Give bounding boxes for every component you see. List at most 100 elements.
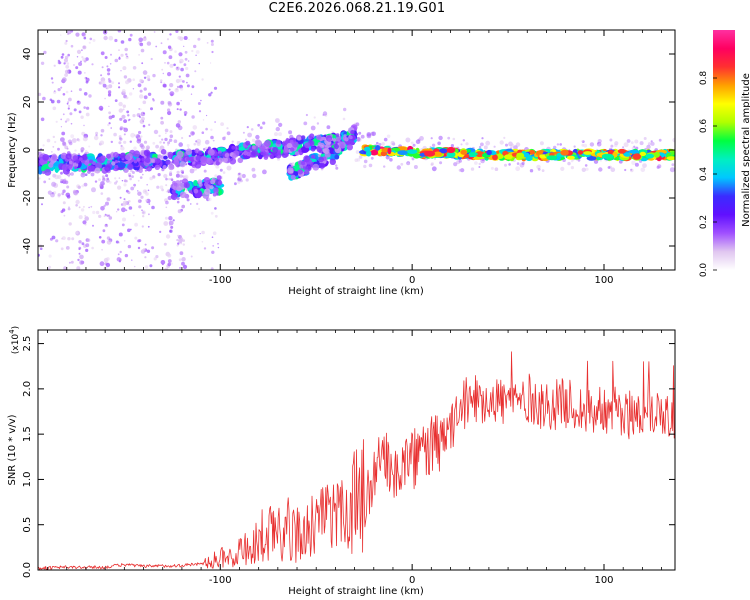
signal-edge [151, 159, 155, 163]
halo-speck [541, 169, 545, 173]
noise-speck [84, 214, 87, 217]
signal-edge [209, 159, 214, 164]
halo-speck [458, 168, 462, 172]
halo-speck [316, 122, 320, 125]
halo-speck [342, 117, 346, 121]
noise-speck [128, 174, 132, 178]
signal-edge [207, 148, 215, 156]
noise-speck [169, 134, 174, 139]
noise-speck [64, 120, 68, 123]
halo-speck [245, 178, 249, 182]
noise-speck [42, 96, 46, 101]
noise-speck [132, 114, 136, 118]
signal-edge [106, 153, 111, 159]
noise-speck [80, 60, 82, 63]
signal-edge [143, 149, 151, 157]
halo-speck [114, 177, 117, 180]
halo-speck [60, 178, 64, 183]
signal-edge [133, 150, 141, 158]
halo-speck [481, 137, 484, 140]
noise-speck [190, 203, 192, 205]
signal-blob [407, 149, 418, 155]
noise-speck [71, 237, 75, 241]
noise-speck [145, 199, 148, 202]
noise-speck [185, 73, 190, 78]
halo-speck [322, 111, 328, 116]
noise-speck [157, 173, 161, 177]
noise-speck [52, 135, 55, 139]
noise-speck [177, 234, 180, 237]
noise-speck [150, 57, 153, 61]
noise-speck [116, 211, 118, 213]
halo-speck [646, 144, 651, 150]
halo-speck [210, 128, 213, 131]
halo-speck [167, 143, 170, 146]
halo-speck [326, 125, 331, 130]
signal-edge [207, 146, 211, 150]
noise-speck [80, 208, 85, 212]
halo-speck [438, 135, 443, 141]
noise-speck [168, 220, 174, 226]
noise-speck [155, 45, 158, 48]
noise-speck [48, 265, 52, 269]
noise-speck [83, 92, 88, 96]
noise-speck [75, 66, 79, 70]
noise-speck [203, 247, 207, 250]
signal-edge [237, 157, 244, 164]
noise-speck [63, 62, 66, 65]
signal-edge [173, 159, 180, 166]
halo-speck [131, 171, 135, 174]
noise-speck [159, 230, 162, 233]
colorbar-tick-label: 0.6 [699, 119, 709, 134]
noise-speck [117, 253, 120, 256]
noise-speck [168, 55, 173, 60]
halo-speck [153, 129, 159, 135]
signal-blob [193, 180, 198, 187]
signal-blob [412, 153, 421, 159]
halo-speck [164, 137, 168, 142]
noise-speck [177, 242, 180, 245]
noise-speck [101, 239, 106, 244]
noise-speck [163, 221, 169, 226]
signal-blob [387, 147, 392, 155]
halo-speck [465, 142, 469, 146]
noise-speck [78, 248, 81, 251]
noise-speck [141, 43, 143, 45]
noise-speck [85, 77, 88, 79]
noise-speck [191, 85, 195, 89]
signal-edge [176, 150, 184, 158]
halo-speck [389, 158, 393, 162]
noise-speck [107, 72, 111, 76]
noise-speck [132, 214, 135, 217]
noise-speck [179, 108, 182, 111]
noise-speck [91, 63, 94, 66]
noise-speck [169, 229, 173, 233]
snr-x-tick-label: 0 [409, 575, 415, 586]
noise-speck [108, 105, 110, 107]
signal-blob [528, 150, 536, 155]
noise-speck [205, 127, 208, 131]
noise-speck [81, 56, 84, 59]
signal-edge [170, 194, 176, 199]
halo-speck [589, 142, 595, 147]
noise-speck [191, 49, 194, 53]
signal-edge [344, 137, 349, 142]
signal-edge [286, 142, 293, 149]
noise-speck [115, 240, 119, 244]
signal-edge [160, 149, 167, 155]
signal-blob [523, 152, 530, 158]
noise-speck [99, 261, 105, 267]
halo-speck [165, 177, 168, 181]
signal-edge [264, 140, 271, 147]
noise-speck [165, 132, 167, 134]
noise-speck [137, 246, 141, 250]
signal-blob [460, 149, 468, 155]
noise-speck [109, 115, 113, 119]
noise-speck [66, 185, 70, 189]
noise-speck [140, 135, 143, 138]
halo-speck [650, 140, 653, 143]
signal-blob [375, 145, 381, 151]
halo-speck [70, 134, 75, 139]
signal-edge [217, 180, 223, 185]
halo-speck [140, 145, 145, 150]
